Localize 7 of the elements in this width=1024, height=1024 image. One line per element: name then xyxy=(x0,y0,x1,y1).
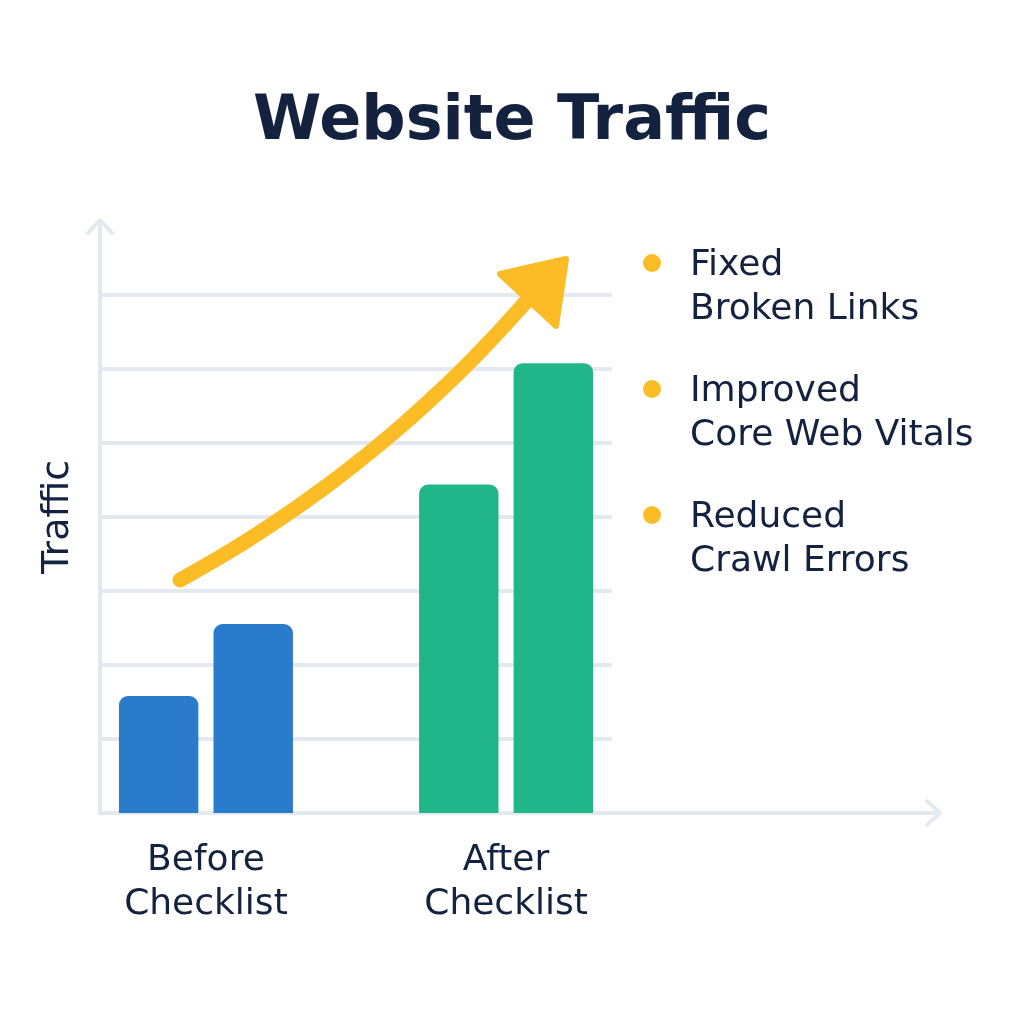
y-axis-title: Traffic xyxy=(32,459,77,576)
text: Reduced Crawl Errors xyxy=(690,493,910,581)
chart-title: Website Traffic xyxy=(252,81,772,154)
text: Fixed Broken Links xyxy=(690,241,920,329)
text: Improved Core Web Vitals xyxy=(690,367,974,455)
x-tick-label: After Checklist xyxy=(424,837,588,923)
x-tick-label: Before Checklist xyxy=(124,837,288,923)
